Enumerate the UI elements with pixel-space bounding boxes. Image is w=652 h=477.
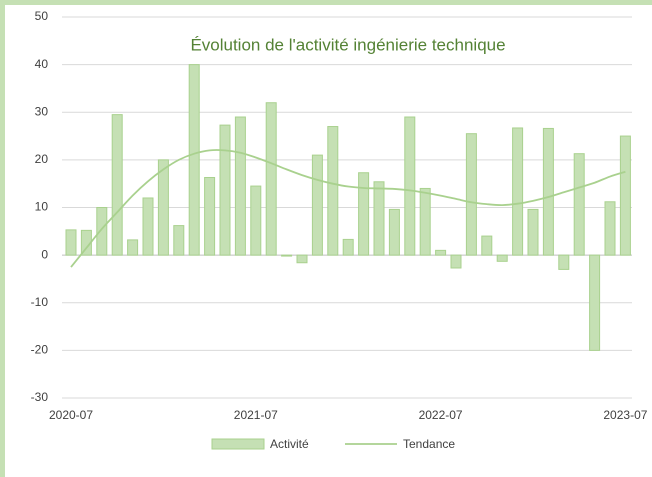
y-tick-label: 30 <box>35 104 49 118</box>
bar <box>281 254 293 257</box>
bar <box>604 201 616 256</box>
y-tick-label: 40 <box>35 57 49 71</box>
bar <box>373 181 385 256</box>
bar <box>234 116 246 256</box>
x-tick-label: 2023-07 <box>603 408 647 422</box>
bar <box>404 116 416 256</box>
bar <box>558 254 570 270</box>
grid <box>62 16 632 399</box>
trend-line <box>70 149 626 268</box>
bar <box>219 124 231 256</box>
bar <box>465 133 477 256</box>
bar <box>311 154 323 256</box>
bar <box>342 238 354 256</box>
x-tick-label: 2020-07 <box>49 408 93 422</box>
x-tick-label: 2021-07 <box>234 408 278 422</box>
bar <box>435 249 447 256</box>
bar <box>589 254 601 351</box>
bar <box>542 127 554 256</box>
bar <box>188 64 200 256</box>
y-tick-label: -30 <box>31 390 49 404</box>
bar <box>496 254 508 262</box>
bar <box>204 176 216 256</box>
y-tick-label: -10 <box>31 295 49 309</box>
bar <box>96 207 108 256</box>
y-tick-label: 20 <box>35 152 49 166</box>
y-tick-label: -20 <box>31 343 49 357</box>
bar <box>250 185 262 256</box>
bar <box>388 208 400 256</box>
chart-title: Évolution de l'activité ingénierie techn… <box>190 35 505 54</box>
bar <box>327 126 339 256</box>
frame-top <box>0 0 652 5</box>
bar <box>296 254 308 264</box>
bar <box>142 197 154 256</box>
bar <box>265 102 277 256</box>
bar <box>419 187 431 256</box>
bar <box>173 225 185 256</box>
bar <box>527 208 539 256</box>
bar <box>157 159 169 256</box>
bar <box>127 239 139 256</box>
legend-label: Tendance <box>403 437 455 451</box>
bar <box>573 153 585 256</box>
bar <box>111 114 123 256</box>
bar <box>450 254 462 269</box>
x-tick-label: 2022-07 <box>419 408 463 422</box>
legend-swatch <box>211 438 265 450</box>
bar <box>512 127 524 256</box>
bar <box>65 229 77 256</box>
frame-left <box>0 0 5 477</box>
marks <box>65 64 631 351</box>
y-tick-label: 0 <box>41 247 48 261</box>
y-tick-label: 50 <box>35 9 49 23</box>
bar <box>481 235 493 256</box>
y-tick-label: 10 <box>35 200 49 214</box>
bar <box>358 172 370 256</box>
bar <box>619 135 631 256</box>
legend-label: Activité <box>270 437 309 451</box>
